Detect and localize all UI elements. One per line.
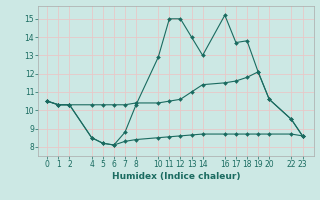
X-axis label: Humidex (Indice chaleur): Humidex (Indice chaleur) (112, 172, 240, 181)
